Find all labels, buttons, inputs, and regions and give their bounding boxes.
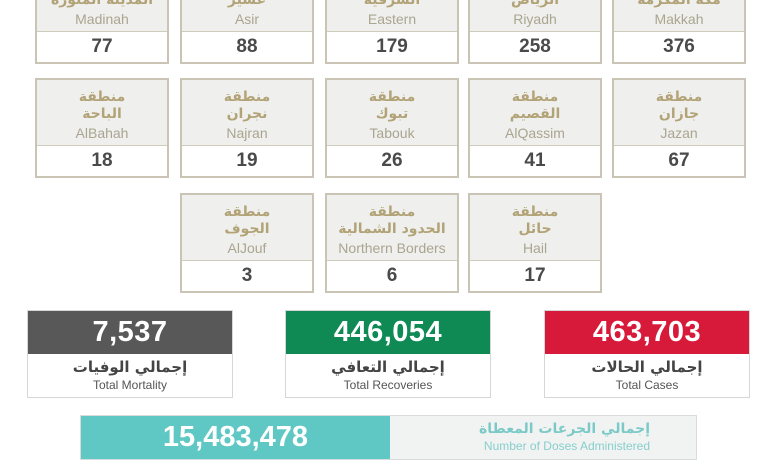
total-recoveries-label-en: Total Recoveries <box>343 378 433 392</box>
region-card-hail: منطقة حائل Hail 17 <box>468 193 602 293</box>
total-mortality-label-ar: إجمالي الوفيات <box>72 358 188 376</box>
region-name-ar: الرياض <box>510 0 560 8</box>
region-header: منطقة الحدود الشمالية Northern Borders <box>327 195 457 261</box>
total-mortality-label-en: Total Mortality <box>92 378 168 392</box>
total-cases-label-ar: إجمالي الحالات <box>591 358 703 376</box>
region-header: منطقة جازان Jazan <box>614 80 744 146</box>
region-name-ar: مكة المكرمة <box>637 0 721 8</box>
region-prefix-ar: منطقة <box>511 204 559 220</box>
region-prefix-ar: منطقة <box>368 89 416 105</box>
region-name-en: Riyadh <box>513 11 557 27</box>
region-header: منطقة القصيم AlQassim <box>470 80 600 146</box>
region-value: 376 <box>663 36 695 57</box>
total-mortality-card: 7,537 إجمالي الوفيات Total Mortality <box>27 310 233 398</box>
region-value: 67 <box>668 150 690 171</box>
region-card-jazan: منطقة جازان Jazan 67 <box>612 78 746 178</box>
region-name-ar: الشرقية <box>363 0 421 8</box>
region-card-najran: منطقة نجران Najran 19 <box>180 78 314 178</box>
region-name-ar: الحدود الشمالية <box>338 221 446 237</box>
region-card-eastern: الشرقية Eastern 179 <box>325 0 459 64</box>
region-value: 19 <box>236 150 258 171</box>
total-cases-label-en: Total Cases <box>615 378 679 392</box>
region-name-en: Asir <box>234 11 260 27</box>
region-prefix-ar: منطقة <box>368 204 416 220</box>
total-recoveries-card: 446,054 إجمالي التعافي Total Recoveries <box>285 310 491 398</box>
region-value: 179 <box>376 36 408 57</box>
region-name-en: AlQassim <box>505 125 565 141</box>
region-prefix-ar: منطقة <box>78 89 126 105</box>
doses-administered-bar: 15,483,478 إجمالي الجرعات المعطاة Number… <box>80 415 697 460</box>
region-card-northern-borders: منطقة الحدود الشمالية Northern Borders 6 <box>325 193 459 293</box>
region-name-en: Jazan <box>660 125 698 141</box>
region-header: منطقة حائل Hail <box>470 195 600 261</box>
total-recoveries-value: 446,054 <box>286 311 490 354</box>
region-prefix-ar: منطقة <box>655 89 703 105</box>
region-header: منطقة الجوف AlJouf <box>182 195 312 261</box>
region-name-en: Madinah <box>75 11 129 27</box>
region-header: منطقة تبوك Tabouk <box>327 80 457 146</box>
doses-value: 15,483,478 <box>81 416 390 459</box>
region-value: 77 <box>91 36 113 57</box>
region-card-makkah: مكة المكرمة Makkah 376 <box>612 0 746 64</box>
total-cases-card: 463,703 إجمالي الحالات Total Cases <box>544 310 750 398</box>
region-name-en: Tabouk <box>369 125 415 141</box>
region-name-en: Hail <box>522 240 548 256</box>
region-card-aljouf: منطقة الجوف AlJouf 3 <box>180 193 314 293</box>
region-value: 3 <box>241 265 253 286</box>
region-name-ar: نجران <box>226 106 268 122</box>
region-value: 26 <box>381 150 403 171</box>
region-name-ar: تبوك <box>375 106 409 122</box>
region-name-en: Najran <box>226 125 268 141</box>
region-value: 41 <box>524 150 546 171</box>
total-recoveries-label-ar: إجمالي التعافي <box>331 358 445 376</box>
region-name-en: Makkah <box>654 11 704 27</box>
region-name-ar: الباحة <box>82 106 122 122</box>
region-header: مكة المكرمة Makkah <box>614 0 744 32</box>
region-header: منطقة نجران Najran <box>182 80 312 146</box>
region-value: 18 <box>91 150 113 171</box>
region-card-albahah: منطقة الباحة AlBahah 18 <box>35 78 169 178</box>
region-header: الشرقية Eastern <box>327 0 457 32</box>
region-name-ar: المدينة المنورة <box>50 0 154 8</box>
region-card-alqassim: منطقة القصيم AlQassim 41 <box>468 78 602 178</box>
region-card-riyadh: الرياض Riyadh 258 <box>468 0 602 64</box>
doses-label: إجمالي الجرعات المعطاة Number of Doses A… <box>390 416 696 459</box>
region-card-tabouk: منطقة تبوك Tabouk 26 <box>325 78 459 178</box>
region-name-ar: عسير <box>227 0 267 8</box>
doses-label-en: Number of Doses Administered <box>483 439 650 453</box>
region-value: 258 <box>519 36 551 57</box>
region-prefix-ar: منطقة <box>511 89 559 105</box>
total-cases-value: 463,703 <box>545 311 749 354</box>
total-mortality-value: 7,537 <box>28 311 232 354</box>
region-name-en: Eastern <box>367 11 417 27</box>
region-header: الرياض Riyadh <box>470 0 600 32</box>
region-card-asir: عسير Asir 88 <box>180 0 314 64</box>
region-prefix-ar: منطقة <box>223 89 271 105</box>
region-value: 17 <box>524 265 546 286</box>
region-value: 6 <box>386 265 398 286</box>
region-header: عسير Asir <box>182 0 312 32</box>
region-name-ar: القصيم <box>509 106 561 122</box>
region-name-en: Northern Borders <box>338 240 446 256</box>
region-name-en: AlBahah <box>75 125 129 141</box>
region-name-ar: حائل <box>518 221 552 237</box>
region-prefix-ar: منطقة <box>223 204 271 220</box>
region-card-madinah: المدينة المنورة Madinah 77 <box>35 0 169 64</box>
region-header: المدينة المنورة Madinah <box>37 0 167 32</box>
region-name-ar: الجوف <box>224 221 270 237</box>
region-name-ar: جازان <box>658 106 700 122</box>
doses-label-ar: إجمالي الجرعات المعطاة <box>479 421 650 437</box>
region-value: 88 <box>236 36 258 57</box>
region-header: منطقة الباحة AlBahah <box>37 80 167 146</box>
region-name-en: AlJouf <box>227 240 267 256</box>
